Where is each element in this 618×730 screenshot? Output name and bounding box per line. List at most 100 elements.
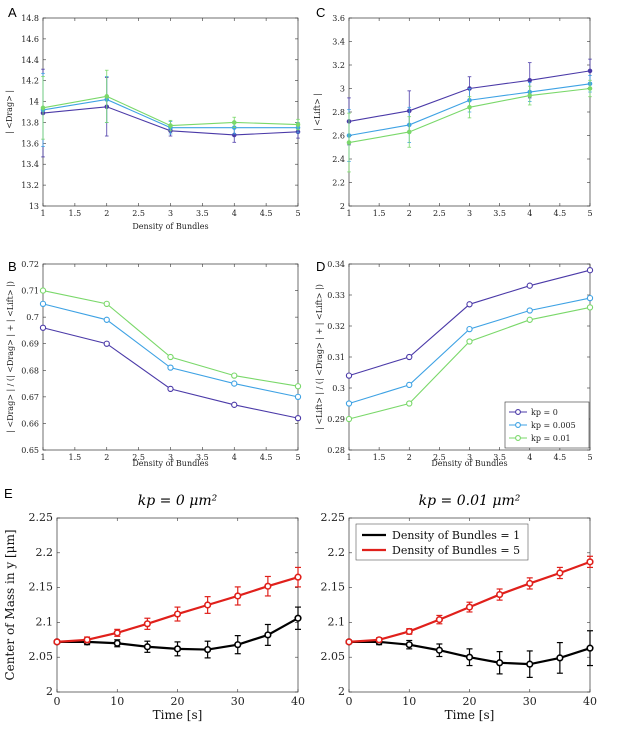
series-line [348,297,591,405]
x-tick-label: 1.5 [373,453,386,462]
x-tick-label: 5 [295,453,300,462]
y-tick-label: 3.6 [332,14,345,23]
x-tick-label: 2 [104,453,109,462]
data-point [435,646,443,654]
y-tick-label: 2.1 [328,615,346,628]
series-kp001 [39,287,302,390]
panel-label-e: E [4,486,13,501]
legend-box [355,523,529,561]
x-tick-label: 4.5 [260,209,273,218]
x-tick-label: 20 [463,695,477,708]
x-tick-label: 0 [54,695,61,708]
legend-entry: kp = 0 [531,408,558,417]
data-point [103,340,110,347]
data-point [406,129,412,135]
data-point [234,592,242,600]
x-tick-label: 2.5 [433,209,446,218]
y-tick-label: 0.34 [327,260,345,269]
x-tick-label: 1 [346,453,351,462]
x-axis-label: Time [s] [445,708,495,722]
legend-marker [515,409,521,415]
data-point [345,372,353,379]
x-tick-label: 2 [407,209,412,218]
y-axis-label: Center of Mass in y [μm] [3,529,17,680]
data-point [204,645,212,654]
data-point [405,627,413,636]
data-point [526,579,534,588]
x-tick-label: 2 [104,209,109,218]
y-tick-label: 2 [340,202,345,211]
y-tick-label: 0.7 [26,313,39,322]
x-tick-label: 3 [168,209,173,218]
x-tick-label: 5 [295,209,300,218]
x-tick-label: 20 [171,695,185,708]
data-point [294,614,302,622]
y-tick-label: 0.3 [332,384,345,393]
y-tick-label: 0.69 [21,340,39,349]
series-d5 [345,555,594,646]
data-point [556,654,564,662]
chart-e1: E 0 10 20 30 40 2 2.05 2.1 2.15 2.2 2.25 Time [s] Cen… [3,486,305,722]
data-point [345,638,353,646]
data-point [294,414,302,422]
data-point [103,300,110,308]
data-point [465,653,474,661]
y-tick-label: 2.25 [321,511,346,524]
y-tick-label: 2 [338,685,345,698]
chart-b: B 1 1.5 2 2.5 3 3.5 4 4.5 5 0.65 0.66 0.67 0.68 0.69 0.… [6,259,302,468]
legend-entry: Density of Bundles = 1 [392,529,520,542]
data-point [173,645,182,653]
y-tick-label: 2.1 [36,615,54,628]
x-tick-label: 2.5 [433,453,446,462]
x-tick-label: 0 [346,695,353,708]
data-point [143,620,151,628]
data-point [405,641,413,649]
y-tick-label: 2.8 [332,108,345,117]
x-tick-label: 2.5 [132,453,145,462]
series-kp005 [346,75,593,162]
y-tick-label: 0.29 [327,415,345,424]
series-kp0 [39,324,302,422]
data-point [345,415,353,423]
x-tick-label: 1.5 [373,209,386,218]
series-kp0 [345,267,594,379]
data-point [466,325,473,333]
data-point [173,610,182,618]
data-point [345,400,353,407]
x-tick-label: 3.5 [493,209,506,218]
data-point [586,267,594,274]
chart-d: D 1 1.5 2 2.5 3 3.5 4 4.5 5 0.28 0.29 0.3 0.31 0.32 0.3… [315,259,594,468]
x-tick-label: 30 [231,695,245,708]
y-tick-label: 0.67 [21,393,39,402]
panel-label-b: B [8,259,17,274]
data-point [496,659,504,667]
y-tick-label: 2.2 [328,546,346,559]
data-point [406,400,413,407]
y-tick-label: 0.32 [327,322,345,331]
data-point [39,300,47,308]
series-kp0 [40,68,301,158]
x-tick-label: 3.5 [493,453,506,462]
data-point [264,631,272,639]
y-tick-label: 14 [29,98,39,107]
y-tick-label: 13.4 [21,160,39,169]
legend-entry: Density of Bundles = 5 [392,544,520,557]
data-point [466,338,473,345]
data-point [83,636,91,644]
x-tick-label: 1 [40,209,45,218]
x-tick-label: 3 [168,453,173,462]
data-point [586,294,594,302]
x-tick-label: 1 [40,453,45,462]
y-tick-label: 2.25 [29,511,54,524]
y-tick-label: 0.72 [21,260,39,269]
x-tick-label: 5 [587,453,592,462]
data-point [143,643,151,651]
x-tick-label: 4.5 [554,209,567,218]
x-tick-label: 5 [587,209,592,218]
y-tick-label: 2.15 [321,581,346,594]
x-tick-label: 2.5 [132,209,145,218]
data-point [527,93,533,98]
series-line [42,290,299,387]
data-point [526,316,533,323]
data-point [231,120,237,125]
